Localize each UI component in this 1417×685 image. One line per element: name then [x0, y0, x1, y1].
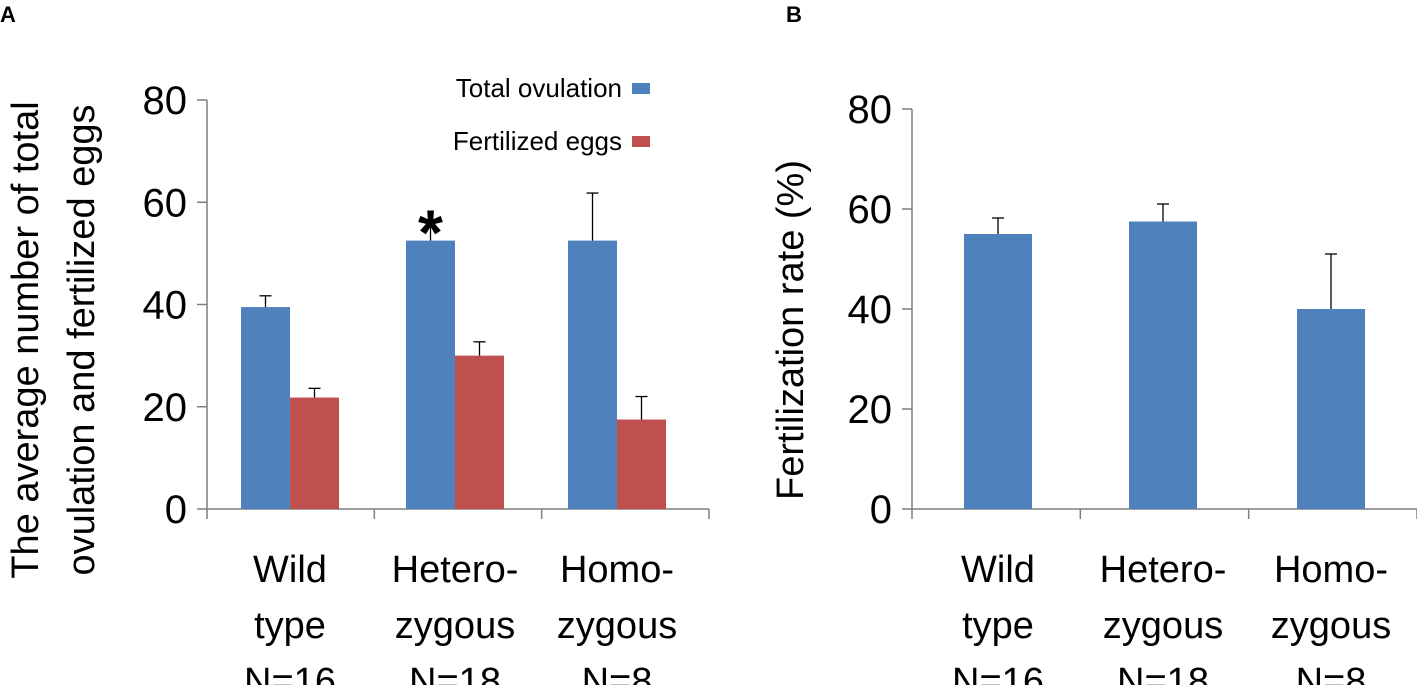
panel-b-category-label-1-line-2: type: [962, 605, 1034, 647]
panel-a-plot: 0 20 40 60 80 Wild type N=16 Hetero-zygous N=18 Ho…: [143, 79, 710, 685]
panel-a-ytick-label-60: 60: [143, 181, 188, 225]
panel-b-bar-fertilization-rate-1: [964, 234, 1032, 509]
panel-a-bar-total-ovulation-3: [568, 240, 617, 509]
panel-a-category-label-1-line-1: Wild: [253, 549, 327, 591]
panel-a-category-label-3-line-3: N=8: [582, 661, 653, 685]
panel-b-category-label-3-line-1: Homo-: [1274, 549, 1388, 591]
legend-label-fertilized-eggs: Fertilized eggs: [453, 126, 622, 156]
panel-a-category-label-3-line-2: zygous: [557, 605, 677, 647]
panel-a-ylabel-line-1: The average number of total: [5, 101, 47, 578]
panel-b-ytick-label-60: 60: [848, 188, 893, 232]
panel-a-bar-fertilized-eggs-2: [455, 355, 504, 509]
panel-b-category-label-1-line-1: Wild: [961, 549, 1035, 591]
panel-a-category-label-2-line-3: N=18: [409, 661, 501, 685]
panel-a-letter: A: [0, 2, 16, 27]
panel-b-ylabel: Fertilization rate (%): [770, 160, 812, 500]
panel-b-category-label-2-line-3: N=18: [1117, 661, 1209, 685]
panel-b-category-label-3-line-2: zygous: [1271, 605, 1391, 647]
panel-a-category-label-3-line-1: Homo-: [560, 549, 674, 591]
panel-a-ytick-label-20: 20: [143, 386, 188, 430]
panel-a-bar-total-ovulation-1: [241, 307, 290, 509]
panel-a-legend: Total ovulation Fertilized eggs: [453, 73, 650, 156]
panel-a-bar-fertilized-eggs-3: [617, 419, 666, 509]
panel-a-category-label-1-line-3: N=16: [244, 661, 336, 685]
panel-a-ylabel-line-2: ovulation and fertilized eggs: [61, 104, 103, 575]
panel-b-ytick-label-20: 20: [848, 388, 893, 432]
panel-b-category-label-2-line-1: Hetero-: [1100, 549, 1227, 591]
panel-a-category-label-1-line-2: type: [254, 605, 326, 647]
panel-b-ytick-label-40: 40: [848, 288, 893, 332]
panel-b-ytick-label-80: 80: [848, 88, 893, 132]
panel-a-ytick-label-40: 40: [143, 284, 188, 328]
panel-b-category-label-1-line-3: N=16: [952, 661, 1044, 685]
panel-a-ytick-label-80: 80: [143, 79, 188, 123]
panel-b-letter: B: [786, 2, 802, 27]
legend-swatch-fertilized-eggs: [632, 136, 650, 147]
panel-a-category-label-2-line-2: zygous: [395, 605, 515, 647]
panel-a-bar-total-ovulation-2: [406, 240, 455, 509]
panel-b-category-label-3-line-3: N=8: [1296, 661, 1367, 685]
panel-a-bar-fertilized-eggs-1: [290, 397, 339, 509]
legend-swatch-total-ovulation: [632, 83, 650, 94]
legend-label-total-ovulation: Total ovulation: [456, 73, 622, 103]
panel-a: A The average number of total ovulation …: [0, 2, 710, 685]
panel-b-ytick-label-0: 0: [870, 488, 892, 532]
panel-a-category-label-2-line-1: Hetero-: [392, 549, 519, 591]
panel-b-bar-fertilization-rate-2: [1129, 221, 1197, 509]
panel-a-ytick-label-0: 0: [165, 488, 187, 532]
panel-a-significance-marker-1: *: [418, 197, 443, 269]
panel-b-category-label-2-line-2: zygous: [1103, 605, 1223, 647]
panel-b-plot: 0 20 40 60 80 Wild type N=16 Hetero-zygous N=18 Ho…: [848, 88, 1417, 685]
panel-b: B Fertilization rate (%) 0 20 40 60 80 Wild ty…: [770, 2, 1417, 685]
panel-b-bar-fertilization-rate-3: [1297, 309, 1365, 509]
